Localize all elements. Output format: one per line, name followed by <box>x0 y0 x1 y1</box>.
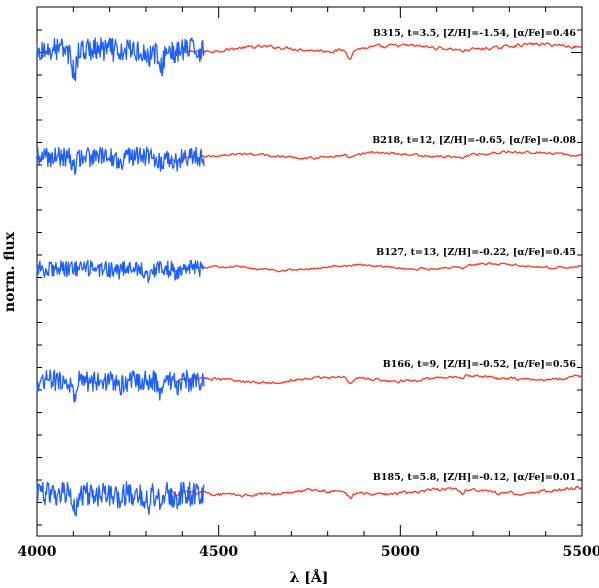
x-tick-label: 4500 <box>199 544 238 560</box>
spectrum-blue-segment <box>36 37 205 82</box>
spectrum-label: B127, t=13, [Z/H]=-0.22, [α/Fe]=0.45 <box>376 247 576 258</box>
x-tick-label: 4000 <box>18 544 57 560</box>
spectra-layer <box>36 37 582 517</box>
spectrum-label: B218, t=12, [Z/H]=-0.65, [α/Fe]=-0.08 <box>372 135 576 146</box>
spectrum-blue-segment <box>36 259 205 284</box>
ticks-layer: 4000 4500 5000 5500 <box>18 7 599 560</box>
spectrum-blue-segment <box>36 146 205 175</box>
spectrum-red-segment <box>171 150 582 164</box>
spectrum-label: B315, t=3.5, [Z/H]=-1.54, [α/Fe]=0.46 <box>373 28 577 39</box>
spectrum-label: B185, t=5.8, [Z/H]=-0.12, [α/Fe]=0.01 <box>373 472 576 483</box>
x-axis-title: λ [Å] <box>290 568 329 586</box>
spectrum-red-segment <box>171 374 582 385</box>
spectrum-blue-segment <box>36 480 205 517</box>
x-tick-label: 5500 <box>563 544 599 560</box>
spectrum-red-segment <box>171 42 582 60</box>
x-tick-label: 5000 <box>381 544 420 560</box>
spectrum-red-segment <box>171 261 582 273</box>
labels-layer: B315, t=3.5, [Z/H]=-1.54, [α/Fe]=0.46 B21… <box>372 28 576 483</box>
spectrum-red-segment <box>171 485 582 499</box>
y-axis-title: norm. flux <box>2 231 18 312</box>
spectrum-label: B166, t=9, [Z/H]=-0.52, [α/Fe]=0.56 <box>383 359 577 370</box>
spectrum-blue-segment <box>36 369 205 403</box>
